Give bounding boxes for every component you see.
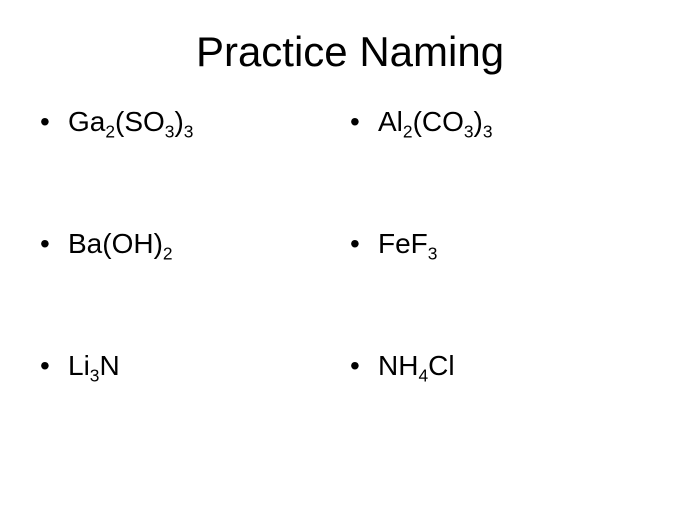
- formula-subscript: 3: [165, 122, 175, 142]
- formula-text: (CO: [413, 106, 464, 137]
- formula-text: Al: [378, 106, 403, 137]
- formula-subscript: 2: [105, 122, 115, 142]
- formula-text: N: [99, 350, 119, 381]
- list-item: NH4Cl: [350, 350, 660, 382]
- left-list: Ga2(SO3)3 Ba(OH)2 Li3N: [40, 106, 350, 382]
- formula-text: Cl: [428, 350, 454, 381]
- formula-text: Ba(OH): [68, 228, 163, 259]
- right-list: Al2(CO3)3 FeF3 NH4Cl: [350, 106, 660, 382]
- list-item: FeF3: [350, 228, 660, 260]
- content-columns: Ga2(SO3)3 Ba(OH)2 Li3N Al2(CO3)3 FeF3: [0, 76, 700, 472]
- formula-text: ): [174, 106, 183, 137]
- formula-subscript: 2: [403, 122, 413, 142]
- list-item: Ga2(SO3)3: [40, 106, 350, 138]
- formula-subscript: 2: [163, 244, 173, 264]
- formula-subscript: 3: [464, 122, 474, 142]
- formula-subscript: 3: [428, 244, 438, 264]
- list-item: Al2(CO3)3: [350, 106, 660, 138]
- left-column: Ga2(SO3)3 Ba(OH)2 Li3N: [40, 106, 350, 472]
- slide: Practice Naming Ga2(SO3)3 Ba(OH)2 Li3N A…: [0, 0, 700, 525]
- formula-text: (SO: [115, 106, 165, 137]
- formula-text: Ga: [68, 106, 105, 137]
- formula-text: ): [474, 106, 483, 137]
- slide-title: Practice Naming: [0, 0, 700, 76]
- right-column: Al2(CO3)3 FeF3 NH4Cl: [350, 106, 660, 472]
- list-item: Ba(OH)2: [40, 228, 350, 260]
- formula-subscript: 3: [90, 366, 100, 386]
- formula-text: FeF: [378, 228, 428, 259]
- formula-subscript: 3: [184, 122, 194, 142]
- formula-subscript: 3: [483, 122, 493, 142]
- formula-text: Li: [68, 350, 90, 381]
- list-item: Li3N: [40, 350, 350, 382]
- formula-text: NH: [378, 350, 418, 381]
- formula-subscript: 4: [418, 366, 428, 386]
